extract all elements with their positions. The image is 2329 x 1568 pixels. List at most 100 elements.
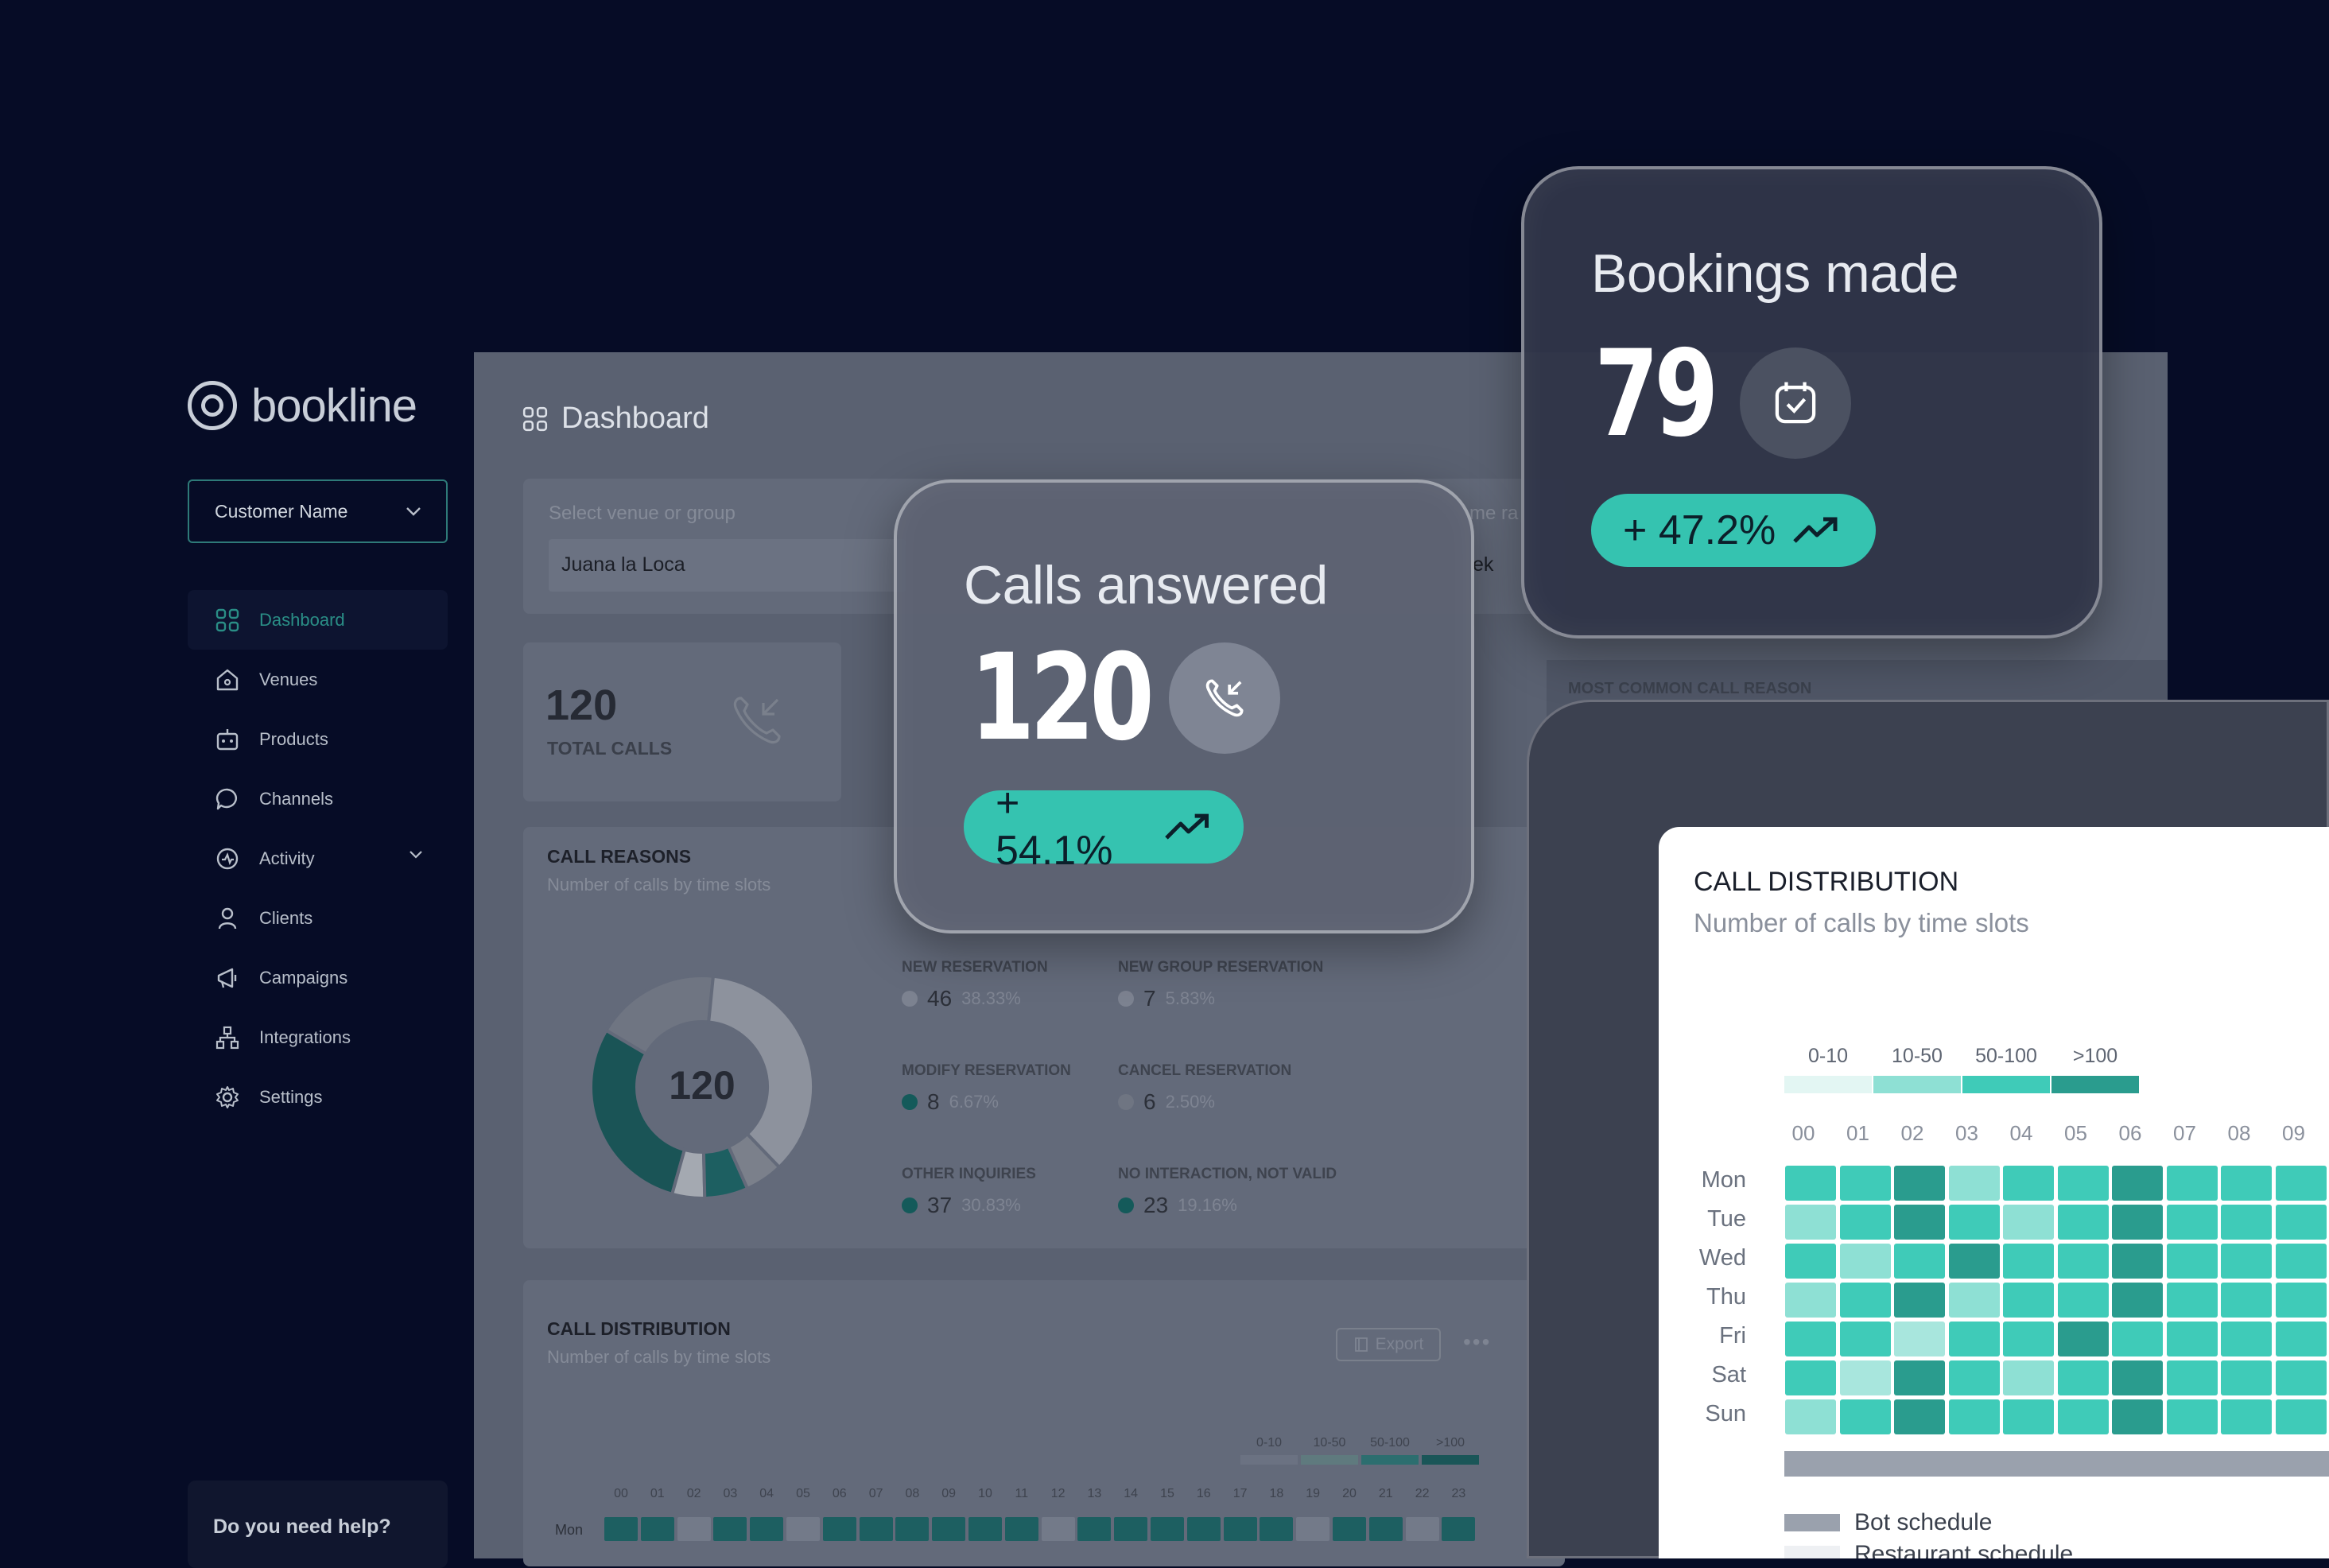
heatmap-cell[interactable] <box>2221 1322 2272 1356</box>
heatmap-cell[interactable] <box>2221 1205 2272 1240</box>
heatmap-cell[interactable] <box>2166 1399 2218 1434</box>
heatmap-cell[interactable] <box>2057 1360 2109 1395</box>
sidebar-item-integrations[interactable]: Integrations <box>188 1007 448 1067</box>
heatmap-cell[interactable] <box>2275 1205 2327 1240</box>
heatmap-cell[interactable] <box>1785 1166 1836 1201</box>
calls-change-value: + 54.1% <box>996 780 1113 874</box>
heatmap-cell[interactable] <box>2003 1399 2054 1434</box>
heatmap-cell[interactable] <box>2221 1244 2272 1279</box>
heatmap-cell[interactable] <box>2275 1166 2327 1201</box>
heatmap-cell[interactable] <box>2003 1322 2054 1356</box>
bg-heatmap-cell <box>1260 1517 1294 1541</box>
heatmap-cell[interactable] <box>2112 1244 2163 1279</box>
heatmap-cell[interactable] <box>1785 1283 1836 1318</box>
user-icon <box>215 906 240 931</box>
help-card[interactable] <box>188 1481 448 1568</box>
heatmap-cell[interactable] <box>2057 1399 2109 1434</box>
sidebar-item-products[interactable]: Products <box>188 709 448 769</box>
heatmap-cell[interactable] <box>2275 1360 2327 1395</box>
sidebar-item-clients[interactable]: Clients <box>188 888 448 948</box>
heatmap-cell[interactable] <box>2003 1244 2054 1279</box>
day-label: Mon <box>1701 1167 1746 1193</box>
network-icon <box>215 1025 240 1050</box>
heatmap-cell[interactable] <box>2112 1322 2163 1356</box>
heatmap-cell[interactable] <box>2057 1244 2109 1279</box>
heatmap-cell[interactable] <box>1948 1399 2000 1434</box>
heatmap-cell[interactable] <box>2057 1166 2109 1201</box>
heatmap-cell[interactable] <box>1839 1244 1891 1279</box>
heatmap-cell[interactable] <box>2003 1283 2054 1318</box>
heatmap-cell[interactable] <box>1785 1322 1836 1356</box>
heatmap-cell[interactable] <box>2003 1205 2054 1240</box>
heatmap-cell[interactable] <box>2166 1360 2218 1395</box>
reason-legend-other-inquiries: OTHER INQUIRIES 37 30.83% <box>902 1166 1036 1218</box>
heatmap-cell[interactable] <box>1839 1360 1891 1395</box>
heatmap-cell[interactable] <box>2166 1166 2218 1201</box>
chevron-down-icon[interactable] <box>408 849 424 860</box>
heatmap-cell[interactable] <box>2166 1322 2218 1356</box>
heatmap-cell[interactable] <box>1894 1283 1945 1318</box>
heatmap-cell[interactable] <box>2057 1322 2109 1356</box>
heatmap-cell[interactable] <box>1894 1360 1945 1395</box>
venue-select[interactable]: Juana la Loca <box>549 539 906 592</box>
heatmap-grid: Mon Tue Wed Thu Fri Sat Sun <box>1690 1166 2327 1452</box>
date-range-value[interactable]: ek <box>1473 553 1494 576</box>
heatmap-cell[interactable] <box>1894 1244 1945 1279</box>
heatmap-cell[interactable] <box>2275 1399 2327 1434</box>
bg-heatmap-cell <box>859 1517 893 1541</box>
sidebar-item-dashboard[interactable]: Dashboard <box>188 590 448 650</box>
heatmap-cell[interactable] <box>2112 1399 2163 1434</box>
heatmap-cell[interactable] <box>2003 1166 2054 1201</box>
heatmap-cell[interactable] <box>2112 1360 2163 1395</box>
heatmap-cell[interactable] <box>2003 1360 2054 1395</box>
brand-logo[interactable]: bookline <box>188 377 417 434</box>
heatmap-cell[interactable] <box>2112 1283 2163 1318</box>
bg-heatmap-cell <box>1114 1517 1148 1541</box>
heatmap-cell[interactable] <box>2221 1283 2272 1318</box>
heatmap-cell[interactable] <box>2166 1283 2218 1318</box>
heatmap-cell[interactable] <box>1839 1283 1891 1318</box>
heatmap-cell[interactable] <box>1839 1205 1891 1240</box>
more-options-button[interactable]: ••• <box>1463 1329 1492 1354</box>
heatmap-cell[interactable] <box>1948 1244 2000 1279</box>
heatmap-cell[interactable] <box>2166 1244 2218 1279</box>
heatmap-cell[interactable] <box>1948 1205 2000 1240</box>
heatmap-cell[interactable] <box>1785 1244 1836 1279</box>
heatmap-cell[interactable] <box>1839 1399 1891 1434</box>
heatmap-cell[interactable] <box>2112 1166 2163 1201</box>
heatmap-cell[interactable] <box>1839 1322 1891 1356</box>
heatmap-cell[interactable] <box>1785 1360 1836 1395</box>
heatmap-cell[interactable] <box>2275 1244 2327 1279</box>
heatmap-cell[interactable] <box>1948 1283 2000 1318</box>
sidebar-item-venues[interactable]: Venues <box>188 650 448 709</box>
heatmap-cell[interactable] <box>1785 1399 1836 1434</box>
reason-legend-label: MODIFY RESERVATION <box>902 1062 1071 1079</box>
heatmap-cell[interactable] <box>2221 1360 2272 1395</box>
heatmap-cell[interactable] <box>1948 1360 2000 1395</box>
heatmap-cell[interactable] <box>1894 1399 1945 1434</box>
heatmap-cell[interactable] <box>1948 1322 2000 1356</box>
heatmap-cell[interactable] <box>2112 1205 2163 1240</box>
heatmap-cell[interactable] <box>2275 1322 2327 1356</box>
heatmap-cell[interactable] <box>1785 1205 1836 1240</box>
heatmap-cell[interactable] <box>2057 1283 2109 1318</box>
customer-select[interactable]: Customer Name <box>188 479 448 543</box>
heatmap-cell[interactable] <box>1948 1166 2000 1201</box>
heatmap-cell[interactable] <box>2057 1205 2109 1240</box>
heatmap-cell[interactable] <box>2166 1205 2218 1240</box>
calendar-check-icon <box>1775 382 1816 424</box>
reason-legend-cancel-reservation: CANCEL RESERVATION 6 2.50% <box>1118 1062 1291 1115</box>
sidebar-item-settings[interactable]: Settings <box>188 1067 448 1127</box>
heatmap-cell[interactable] <box>1894 1166 1945 1201</box>
heatmap-cell[interactable] <box>2275 1283 2327 1318</box>
sidebar-item-channels[interactable]: Channels <box>188 769 448 829</box>
heatmap-cell[interactable] <box>1894 1322 1945 1356</box>
heatmap-cell[interactable] <box>1839 1166 1891 1201</box>
sidebar-item-campaigns[interactable]: Campaigns <box>188 948 448 1007</box>
heatmap-cell[interactable] <box>1894 1205 1945 1240</box>
heatmap-cell[interactable] <box>2221 1166 2272 1201</box>
sidebar-item-activity[interactable]: Activity <box>188 829 448 888</box>
heatmap-cell[interactable] <box>2221 1399 2272 1434</box>
donut-slice <box>701 1144 750 1201</box>
export-button[interactable]: Export <box>1336 1328 1441 1361</box>
